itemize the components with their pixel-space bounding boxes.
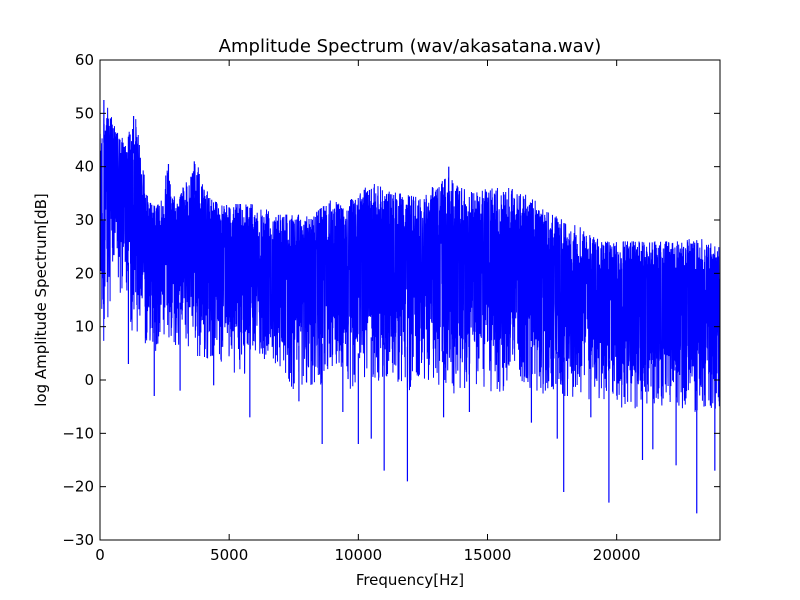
y-tick-label: −20 bbox=[62, 478, 94, 496]
y-tick-label: 30 bbox=[75, 211, 94, 229]
x-tick-label: 5000 bbox=[210, 546, 248, 564]
x-tick-label: 0 bbox=[95, 546, 105, 564]
y-tick-label: 60 bbox=[75, 51, 94, 69]
y-tick-label: 0 bbox=[84, 371, 94, 389]
y-tick-label: 10 bbox=[75, 318, 94, 336]
x-tick-label: 20000 bbox=[593, 546, 641, 564]
y-tick-label: 40 bbox=[75, 158, 94, 176]
x-tick-label: 10000 bbox=[334, 546, 382, 564]
y-axis-label: log Amplitude Spectrum[dB] bbox=[32, 193, 50, 406]
x-axis-label: Frequency[Hz] bbox=[356, 571, 464, 589]
data-layer bbox=[100, 100, 720, 514]
x-tick-label: 15000 bbox=[464, 546, 512, 564]
y-tick-label: 50 bbox=[75, 104, 94, 122]
y-axis: −30 −20 −10 0 10 20 30 40 50 60 bbox=[62, 51, 720, 549]
x-axis: 0 5000 10000 15000 20000 bbox=[95, 60, 641, 564]
plot-frame bbox=[99, 59, 721, 541]
chart-title: Amplitude Spectrum (wav/akasatana.wav) bbox=[219, 36, 602, 57]
plot-area bbox=[100, 100, 720, 514]
y-tick-label: 20 bbox=[75, 264, 94, 282]
spectrum-line bbox=[100, 107, 720, 412]
y-tick-label: −30 bbox=[62, 531, 94, 549]
y-tick-label: −10 bbox=[62, 424, 94, 442]
